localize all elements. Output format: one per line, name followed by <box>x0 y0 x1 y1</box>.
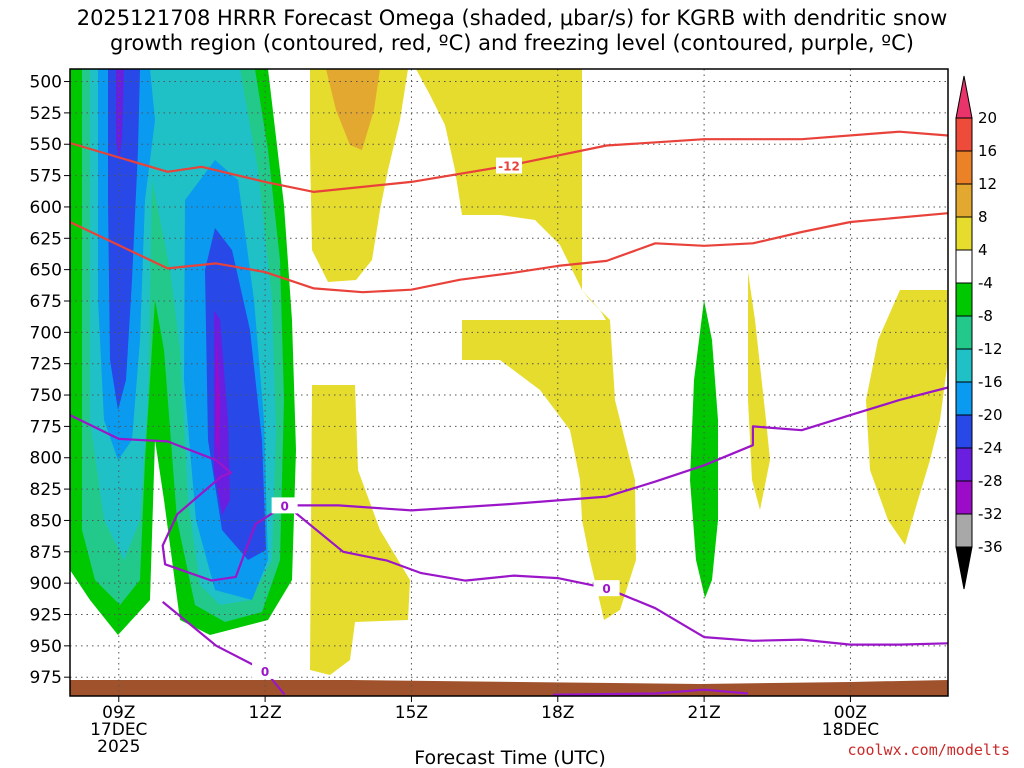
colorbar-swatch <box>955 249 973 284</box>
colorbar-arrow-bottom <box>955 546 973 590</box>
y-tick-label: 925 <box>30 605 62 625</box>
series-line-1 <box>69 212 949 294</box>
colorbar-label: -24 <box>978 439 1003 457</box>
colorbar-label: -20 <box>978 406 1003 424</box>
y-tick-label: 825 <box>30 480 62 500</box>
contour-label-0: -12 <box>498 160 520 174</box>
chart-title: 2025121708 HRRR Forecast Omega (shaded, … <box>0 6 1024 56</box>
colorbar-label: 4 <box>978 241 988 259</box>
colorbar-swatch <box>955 348 973 383</box>
x-tick-label-: 15Z <box>395 703 428 723</box>
colorbar-swatch <box>955 414 973 449</box>
colorbar-label: -4 <box>978 274 993 292</box>
x-tick-label-2: 18DEC <box>822 720 879 740</box>
colorbar-swatch <box>955 315 973 350</box>
colorbar-label: -12 <box>978 340 1003 358</box>
contour-label-bg <box>496 157 522 174</box>
colorbar-label: 8 <box>978 208 988 226</box>
colorbar-swatch <box>955 117 973 152</box>
series-line-0 <box>69 130 949 193</box>
colorbar-label: -32 <box>978 505 1003 523</box>
title-line-1: 2025121708 HRRR Forecast Omega (shaded, … <box>76 6 948 30</box>
colorbar-label: -36 <box>978 538 1003 556</box>
colorbar-swatch <box>955 447 973 482</box>
y-tick-label: 525 <box>30 104 62 124</box>
contour-label-bg <box>593 580 620 597</box>
contour-label-3: 0 <box>602 582 610 596</box>
colorbar-swatch <box>955 183 973 218</box>
colorbar-label: -16 <box>978 373 1003 391</box>
colorbar-label: -28 <box>978 472 1003 490</box>
colorbar-label: 12 <box>978 175 997 193</box>
colorbar-swatch <box>955 150 973 185</box>
y-tick-label: 600 <box>30 198 62 218</box>
x-tick-label-: 12Z <box>248 703 281 723</box>
y-tick-label: 650 <box>30 261 62 281</box>
y-tick-label: 625 <box>30 229 62 249</box>
title-line-2: growth region (contoured, red, ºC) and f… <box>110 31 914 55</box>
contour-label-bg <box>271 497 298 514</box>
series-line-4 <box>162 601 286 696</box>
colorbar-swatch <box>955 513 973 548</box>
x-tick-label-: 18Z <box>541 703 574 723</box>
y-tick-label: 775 <box>30 417 62 437</box>
y-tick-label: 950 <box>30 637 62 657</box>
y-tick-label: 850 <box>30 511 62 531</box>
colorbar-swatch <box>955 381 973 416</box>
colorbar-label: 20 <box>978 109 997 127</box>
contour-label-2: 0 <box>280 499 288 513</box>
colorbar-label: 16 <box>978 142 997 160</box>
x-tick-label-3: 2025 <box>97 737 140 757</box>
y-tick-label: 675 <box>30 292 62 312</box>
colorbar-swatch <box>955 216 973 251</box>
y-tick-label: 550 <box>30 135 62 155</box>
y-tick-label: 575 <box>30 167 62 187</box>
x-axis-title: Forecast Time (UTC) <box>414 747 605 768</box>
x-tick-label-: 21Z <box>687 703 720 723</box>
y-axis: 500 525 550 575 600 625 650 675 700 725 750 775 800 8… <box>30 73 70 688</box>
y-tick-label: 725 <box>30 355 62 375</box>
y-tick-label: 975 <box>30 668 62 688</box>
credit-text: coolwx.com/modelts <box>847 741 1010 759</box>
y-tick-label: 900 <box>30 574 62 594</box>
x-tick-label-: 09Z <box>102 703 135 723</box>
series-line-5 <box>552 688 749 696</box>
colorbar-swatch <box>955 480 973 515</box>
y-tick-label: 750 <box>30 386 62 406</box>
colorbar: 20 16 12 8 4 -4 -8 -12 -16 -20 -24 -28 -32 -36 <box>955 75 1003 590</box>
colorbar-swatch <box>955 282 973 317</box>
contour-labels: -12 0 0 0 <box>252 157 620 679</box>
y-tick-label: 875 <box>30 543 62 563</box>
y-tick-label: 800 <box>30 449 62 469</box>
x-tick-label-2: 17DEC <box>90 720 147 740</box>
colorbar-arrow-top <box>955 75 973 119</box>
x-tick-label-: 00Z <box>834 703 867 723</box>
contour-label-4: 0 <box>261 665 269 679</box>
y-tick-label: 500 <box>30 73 62 93</box>
y-tick-label: 700 <box>30 323 62 343</box>
colorbar-label: -8 <box>978 307 993 325</box>
contour-label-bg <box>252 662 279 679</box>
grid-lines <box>70 69 948 696</box>
plot-frame <box>69 68 949 697</box>
